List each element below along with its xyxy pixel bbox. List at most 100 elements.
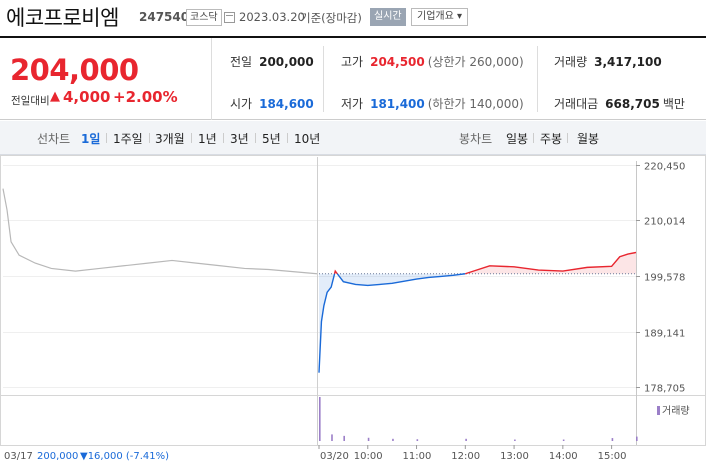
open-value: 184,600 [259,97,314,111]
prev-day-line [2,188,318,275]
volume-bar [319,397,321,441]
volume-bar [416,439,419,441]
up-arrow-icon: ▲ [50,89,60,104]
tab-1week[interactable]: 1주일 [113,132,143,146]
up-fill [465,252,636,274]
quote-date: 2023.03.20 [239,10,305,24]
market-badge: 코스닥 [186,9,222,26]
divider [255,133,256,143]
divider [537,46,538,112]
y-tick-label: 178,705 [644,384,685,395]
open-cell: 시가 184,600 [230,95,314,112]
y-tick-label: 189,141 [644,329,685,340]
divider [287,133,288,143]
volume-label: 거래량 [554,55,588,69]
price-chart[interactable]: 220,450 210,014 199,578 189,141 178,705 03/2… [0,155,706,466]
volume-bar [611,438,614,441]
down-line [336,273,466,287]
divider [106,133,107,143]
x-tick-label: 10:00 [354,451,383,462]
volume-bar [331,434,333,441]
high-value: 204,500 [370,55,425,69]
company-overview-dropdown[interactable]: 기업개요 ▾ [411,8,468,26]
y-tick-label: 220,450 [644,162,685,173]
prev-close-cell: 전일 200,000 [230,53,314,70]
tab-10year[interactable]: 10년 [294,132,321,146]
tab-3month[interactable]: 3개월 [155,132,185,146]
divider [149,133,150,143]
amount-value: 668,705 [605,97,660,111]
up-line [465,251,637,275]
x-tick-label: 11:00 [403,451,432,462]
high-label: 고가 [341,55,364,69]
divider [323,46,324,112]
chart-grid [0,155,706,446]
open-label: 시가 [230,97,253,111]
tab-3year[interactable]: 3년 [230,132,249,146]
stock-code: 247540 [139,10,190,24]
prev-close-price: 200,000 [37,451,78,462]
volume-bars [319,397,638,441]
y-tick-label: 199,578 [644,273,685,284]
candle-chart-label: 봉차트 [459,132,493,146]
low-cell: 저가 181,400 (하한가 140,000) [341,95,524,112]
x-axis: 03/20 10:00 11:00 12:00 13:00 14:00 15:00 [318,445,627,462]
chart-period-tabs: 선차트 1일 1주일 3개월 1년 3년 5년 10년 봉차트 일봉 주봉 월봉 [0,121,706,155]
prev-date-label: 03/17 [4,451,33,462]
prev-day-change: ▼16,000 (-7.41%) [80,451,169,462]
stock-name: 에코프로비엠 [6,6,119,30]
x-tick-label: 13:00 [500,451,529,462]
tab-1year[interactable]: 1년 [198,132,217,146]
chart-lines [2,188,637,373]
divider [223,133,224,143]
x-tick-label: 03/20 [320,451,349,462]
volume-bar [343,435,345,441]
volume-legend-swatch [657,406,660,415]
change-percent: +2.00% [113,88,178,106]
amount-cell: 거래대금 668,705 백만 [554,95,685,112]
up-line [333,269,338,275]
volume-cell: 거래량 3,417,100 [554,53,662,70]
line-chart-label: 선차트 [37,132,71,146]
volume-bar [514,439,516,441]
amount-unit: 백만 [662,97,685,111]
volume-legend: 거래량 [662,405,690,417]
tab-daily-candle[interactable]: 일봉 [506,132,529,146]
volume-bar [636,436,638,441]
calendar-icon [224,12,235,23]
volume-bar [562,439,565,441]
amount-label: 거래대금 [554,97,599,111]
high-cell: 고가 204,500 (상한가 260,000) [341,53,524,70]
tab-weekly-candle[interactable]: 주봉 [540,132,563,146]
change-label: 전일대비 [11,95,50,107]
divider [191,133,192,143]
tab-5year[interactable]: 5년 [262,132,281,146]
down-fill [319,273,335,373]
divider [533,133,534,143]
x-tick-label: 15:00 [598,451,627,462]
y-tick-label: 210,014 [644,217,685,228]
volume-bar [465,438,467,441]
x-tick-label: 14:00 [549,451,578,462]
stock-header: 에코프로비엠 247540 코스닥 2023.03.20 기준(장마감) 실시간… [0,0,706,36]
change-value: 4,000 [63,88,111,106]
tab-1day[interactable]: 1일 [81,132,101,146]
quote-panel: 204,000 전일대비 ▲ 4,000 +2.00% 전일 200,000 고가… [0,36,706,120]
volume-bar [367,437,370,441]
today-area [319,252,636,373]
realtime-button[interactable]: 실시간 [370,8,406,26]
upper-limit: (상한가 260,000) [427,55,524,69]
low-value: 181,400 [370,97,425,111]
current-price: 204,000 [10,53,139,87]
quote-basis: 기준(장마감) [300,11,362,25]
prev-close-label: 전일 [230,55,253,69]
current-price-box: 204,000 전일대비 ▲ 4,000 +2.00% [0,38,212,120]
tab-monthly-candle[interactable]: 월봉 [577,132,600,146]
low-label: 저가 [341,97,364,111]
down-line [318,273,336,373]
divider [567,133,568,143]
volume-frame [0,395,706,446]
y-axis: 220,450 210,014 199,578 189,141 178,705 [636,162,685,395]
lower-limit: (하한가 140,000) [427,97,524,111]
prev-close-value: 200,000 [259,55,314,69]
